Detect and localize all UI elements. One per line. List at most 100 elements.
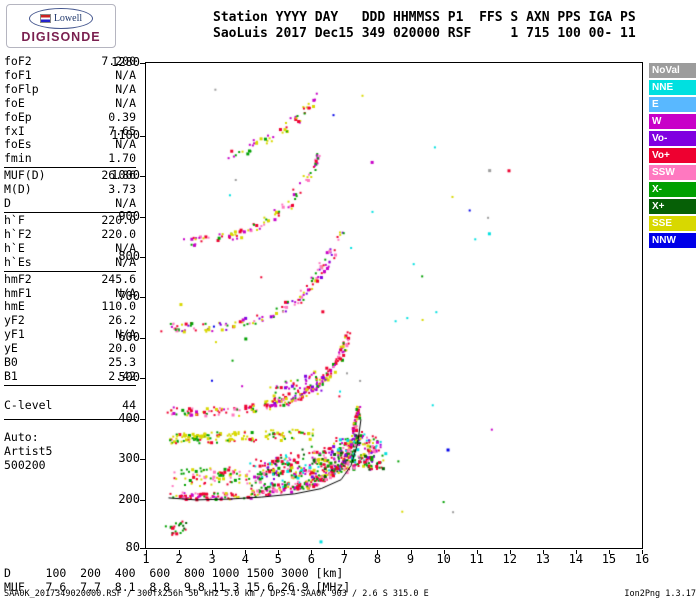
- digisonde-logo: Lowell DIGISONDE: [6, 4, 116, 48]
- param-label: D: [4, 196, 11, 211]
- legend-E: E: [649, 97, 696, 112]
- param-value: N/A: [115, 81, 136, 96]
- param-value: 220.0: [101, 212, 136, 227]
- legend-Vo+: Vo+: [649, 148, 696, 163]
- param-hmF2: hmF2 245.6: [4, 271, 136, 287]
- param-value: 20.0: [108, 341, 136, 356]
- param-yF2: yF2 26.2: [4, 313, 136, 328]
- x-tick: [642, 550, 643, 554]
- param-value: 7.65: [108, 123, 136, 138]
- param-h`Es: h`Es N/A: [4, 254, 136, 270]
- param-label: fxI: [4, 123, 25, 138]
- y-tick: [140, 548, 145, 549]
- x-tick-label: 15: [601, 552, 617, 566]
- auto-line: Artist5: [4, 443, 53, 458]
- x-tick: [212, 550, 214, 554]
- param-group: h`F 220.0 h`F2 220.0 h`E N/A h`Es N/A: [4, 213, 136, 272]
- param-label: foF1: [4, 67, 32, 82]
- param-label: MUF(D): [4, 168, 46, 183]
- x-tick-label: 7: [340, 552, 348, 566]
- y-tick-label: 800: [118, 249, 140, 263]
- param-label: B1: [4, 368, 18, 383]
- param-value: 26.86: [101, 168, 136, 183]
- legend-X+: X+: [649, 199, 696, 214]
- y-tick-label: 300: [118, 451, 140, 466]
- x-tick: [278, 550, 280, 554]
- y-tick: [140, 459, 145, 461]
- footer: SAA0K_2017349020000.RSF / 300fx256h 50 k…: [4, 589, 696, 599]
- param-fmin: fmin 1.70: [4, 151, 136, 166]
- param-B1: B1 2.42: [4, 368, 136, 384]
- x-tick: [608, 550, 610, 554]
- x-tick: [542, 550, 544, 554]
- param-value: N/A: [115, 327, 136, 342]
- legend-Vo-: Vo-: [649, 131, 696, 146]
- x-tick-label: 9: [406, 552, 415, 566]
- y-tick: [140, 499, 145, 501]
- y-tick-label: 80: [125, 540, 140, 554]
- param-label: yE: [4, 341, 18, 356]
- x-tick-label: 11: [469, 552, 484, 566]
- param-label: h`F: [4, 212, 25, 227]
- direction-legend: NoVal NNE E W Vo- Vo+ SSW X- X+ SSE NNW: [649, 63, 696, 250]
- lowell-logo-oval: Lowell: [29, 8, 93, 29]
- x-tick: [146, 550, 147, 554]
- param-value: N/A: [115, 240, 136, 255]
- auto-line: Auto:: [4, 429, 39, 444]
- param-foF1: foF1 N/A: [4, 67, 136, 83]
- x-tick-label: 4: [241, 552, 249, 566]
- legend-NNW: NNW: [649, 233, 696, 248]
- x-tick-label: 6: [307, 552, 315, 566]
- param-label: h`F2: [4, 226, 32, 241]
- y-tick-label: 700: [118, 289, 140, 304]
- param-value: 44: [122, 397, 136, 412]
- ionogram-plot-frame: [145, 62, 643, 549]
- ionogram-scatter-canvas: [146, 63, 642, 548]
- param-yF1: yF1 N/A: [4, 327, 136, 342]
- param-value: 110.0: [101, 299, 136, 314]
- logo-product-text: DIGISONDE: [21, 30, 101, 44]
- param-foFlp: foFlp N/A: [4, 81, 136, 97]
- param-label: foFlp: [4, 81, 39, 96]
- x-tick: [245, 550, 247, 554]
- x-tick-label: 16: [634, 552, 650, 566]
- legend-SSW: SSW: [649, 165, 696, 180]
- x-tick: [344, 550, 346, 554]
- x-tick-label: 10: [436, 552, 451, 566]
- param-h`F2: h`F2 220.0: [4, 226, 136, 242]
- y-tick: [140, 337, 145, 339]
- param-value: N/A: [115, 67, 136, 82]
- x-tick-label: 1: [142, 552, 150, 566]
- param-fxI: fxI 7.65: [4, 123, 136, 139]
- param-label: foE: [4, 95, 25, 110]
- param-value: 0.39: [108, 109, 136, 124]
- param-label: hmF1: [4, 285, 32, 300]
- y-tick-label: 1000: [111, 168, 140, 183]
- param-label: hmF2: [4, 271, 32, 286]
- y-tick: [140, 297, 145, 299]
- legend-W: W: [649, 114, 696, 129]
- x-tick-label: 3: [208, 552, 216, 566]
- param-group: hmF2 245.6 hmF1 N/A hmE 110.0 yF2 26.2 yF1 N/A yE 2…: [4, 272, 136, 386]
- param-value: N/A: [115, 285, 136, 300]
- parameter-panel: foF2 7.200 foF1 N/A foFlp N/A foE N/A foEp 0.39 fx…: [4, 54, 136, 473]
- param-label: M(D): [4, 182, 32, 197]
- param-label: C-level: [4, 397, 53, 412]
- param-label: fmin: [4, 151, 32, 166]
- param-value: N/A: [115, 254, 136, 269]
- program-version-text: Ion2Png 1.3.17: [624, 589, 696, 599]
- x-tick-label: 14: [568, 552, 584, 566]
- param-value: 220.0: [101, 226, 136, 241]
- auto-line: 500200: [4, 457, 46, 472]
- y-tick: [140, 418, 145, 420]
- param-value: N/A: [115, 196, 136, 211]
- param-foF2: foF2 7.200: [4, 54, 136, 69]
- x-tick: [410, 550, 412, 554]
- param-label: foEs: [4, 137, 32, 152]
- y-tick-label: 600: [118, 329, 140, 344]
- param-C-level: C-level 44: [4, 397, 136, 413]
- y-tick: [140, 176, 145, 178]
- x-tick-label: 13: [535, 552, 551, 566]
- y-tick: [140, 63, 145, 64]
- param-B0: B0 25.3: [4, 355, 136, 370]
